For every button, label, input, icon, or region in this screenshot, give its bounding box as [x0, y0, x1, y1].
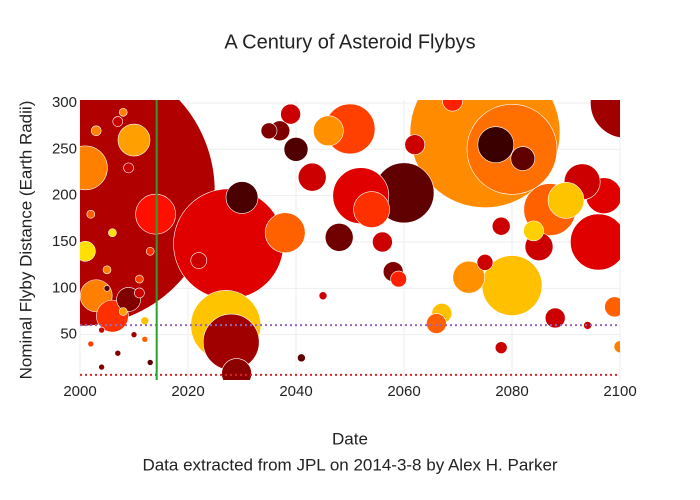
bubble — [114, 349, 122, 357]
plot-area — [80, 100, 620, 380]
annotation: Data extracted from JPL on 2014-3-8 by A… — [142, 455, 557, 474]
bubble — [442, 100, 463, 112]
chart-title: A Century of Asteroid Flybys — [224, 31, 475, 53]
bubble — [494, 341, 508, 354]
x-tick-label: 2060 — [387, 383, 420, 400]
bubble — [523, 220, 544, 242]
bubble — [491, 216, 511, 236]
x-tick-label: 2080 — [495, 383, 528, 400]
bubble — [452, 260, 486, 294]
bubble — [90, 125, 102, 137]
bubble — [87, 340, 95, 348]
bubble — [604, 296, 620, 318]
bubble — [353, 191, 390, 228]
bubble — [313, 115, 344, 147]
bubble — [477, 126, 515, 163]
bubble — [134, 287, 145, 299]
bubble — [146, 359, 154, 366]
x-axis-label: Date — [332, 429, 368, 448]
x-tick-label: 2100 — [603, 383, 636, 400]
bubble — [108, 228, 117, 238]
x-tick-label: 2000 — [63, 383, 96, 400]
bubble — [103, 285, 111, 292]
bubble — [570, 213, 620, 271]
bubble — [404, 134, 426, 155]
y-tick-label: 150 — [52, 233, 77, 250]
bubble — [135, 274, 144, 284]
bubble — [130, 331, 138, 338]
y-tick-label: 300 — [52, 94, 77, 111]
bubble — [283, 137, 309, 162]
bubble — [318, 291, 328, 301]
bubble — [102, 265, 112, 275]
bubble — [123, 162, 134, 174]
bubble — [544, 307, 566, 329]
y-tick-label: 50 — [60, 326, 77, 343]
bubble — [135, 193, 176, 235]
x-tick-label: 2020 — [171, 383, 204, 400]
bubble — [145, 246, 155, 256]
bubble — [86, 209, 96, 219]
y-tick-label: 250 — [52, 140, 77, 157]
y-tick-label: 200 — [52, 187, 77, 204]
bubble — [297, 353, 306, 363]
bubble — [221, 358, 252, 380]
bubble — [80, 145, 108, 191]
bubble — [390, 270, 407, 288]
bubble — [590, 100, 620, 138]
bubble — [190, 252, 208, 269]
bubble — [510, 146, 536, 171]
bubble — [98, 363, 105, 371]
bubble — [117, 123, 151, 157]
bubble — [264, 212, 306, 254]
bubble — [426, 313, 447, 334]
bubble — [118, 307, 128, 316]
bubble — [260, 122, 278, 140]
y-axis-label: Nominal Flyby Distance (Earth Radii) — [16, 101, 35, 380]
bubble — [547, 182, 585, 219]
bubble — [141, 335, 149, 343]
bubble — [297, 162, 327, 192]
bubble — [324, 223, 354, 252]
bubble — [372, 231, 393, 253]
y-tick-label: 100 — [52, 279, 77, 296]
bubble — [140, 316, 150, 326]
bubble — [118, 107, 128, 117]
bubble — [613, 340, 620, 354]
bubble — [280, 103, 301, 125]
bubble — [98, 326, 105, 334]
x-tick-label: 2040 — [279, 383, 312, 400]
bubble — [80, 240, 96, 262]
bubble — [225, 181, 259, 214]
bubble — [476, 254, 494, 271]
bubble — [112, 116, 124, 127]
